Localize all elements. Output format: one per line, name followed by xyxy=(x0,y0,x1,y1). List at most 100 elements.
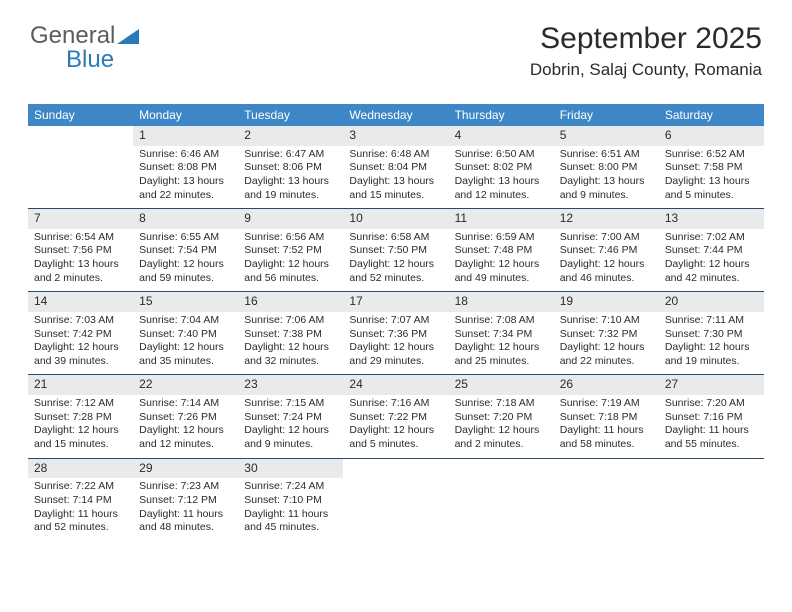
day-info-line: Sunset: 7:24 PM xyxy=(244,411,337,425)
day-info-line: Daylight: 13 hours xyxy=(455,175,548,189)
day-info-line: and 2 minutes. xyxy=(455,438,548,452)
header-right: September 2025 Dobrin, Salaj County, Rom… xyxy=(530,22,762,80)
calendar-week: 28Sunrise: 7:22 AMSunset: 7:14 PMDayligh… xyxy=(28,459,764,541)
day-info-line: and 39 minutes. xyxy=(34,355,127,369)
day-info-line: Sunrise: 7:11 AM xyxy=(665,314,758,328)
day-info-line: Sunset: 8:06 PM xyxy=(244,161,337,175)
calendar-cell: 11Sunrise: 6:59 AMSunset: 7:48 PMDayligh… xyxy=(449,209,554,291)
day-info-line: Daylight: 13 hours xyxy=(560,175,653,189)
calendar-week: 21Sunrise: 7:12 AMSunset: 7:28 PMDayligh… xyxy=(28,375,764,457)
day-info-line: Sunset: 8:02 PM xyxy=(455,161,548,175)
calendar-cell: 15Sunrise: 7:04 AMSunset: 7:40 PMDayligh… xyxy=(133,292,238,374)
day-info-line: and 25 minutes. xyxy=(455,355,548,369)
day-number: 22 xyxy=(133,375,238,395)
day-info-line: and 56 minutes. xyxy=(244,272,337,286)
day-info-line: Sunrise: 6:47 AM xyxy=(244,148,337,162)
day-number: 8 xyxy=(133,209,238,229)
day-info-line: and 9 minutes. xyxy=(560,189,653,203)
day-info-line: Sunrise: 7:02 AM xyxy=(665,231,758,245)
day-info-line: Sunset: 7:38 PM xyxy=(244,328,337,342)
calendar-cell: 21Sunrise: 7:12 AMSunset: 7:28 PMDayligh… xyxy=(28,375,133,457)
day-info-line: Sunset: 7:42 PM xyxy=(34,328,127,342)
day-number: 26 xyxy=(554,375,659,395)
calendar-cell xyxy=(659,459,764,541)
day-info-line: and 15 minutes. xyxy=(34,438,127,452)
calendar-cell xyxy=(343,459,448,541)
day-info-line: and 22 minutes. xyxy=(139,189,232,203)
day-number: 25 xyxy=(449,375,554,395)
day-info-line: Sunrise: 6:54 AM xyxy=(34,231,127,245)
day-info-line: Daylight: 11 hours xyxy=(665,424,758,438)
day-info-line: and 15 minutes. xyxy=(349,189,442,203)
calendar-cell: 23Sunrise: 7:15 AMSunset: 7:24 PMDayligh… xyxy=(238,375,343,457)
day-info-line: Daylight: 13 hours xyxy=(34,258,127,272)
day-info-line: Daylight: 11 hours xyxy=(34,508,127,522)
day-number: 24 xyxy=(343,375,448,395)
calendar: Sunday Monday Tuesday Wednesday Thursday… xyxy=(28,104,764,541)
day-info-line: Sunrise: 6:51 AM xyxy=(560,148,653,162)
day-info-line: Sunset: 7:46 PM xyxy=(560,244,653,258)
day-number: 4 xyxy=(449,126,554,146)
day-number: 10 xyxy=(343,209,448,229)
day-info-line: Sunrise: 6:58 AM xyxy=(349,231,442,245)
day-header: Thursday xyxy=(449,108,554,122)
day-info-line: Sunset: 7:44 PM xyxy=(665,244,758,258)
day-header: Friday xyxy=(554,108,659,122)
calendar-cell: 28Sunrise: 7:22 AMSunset: 7:14 PMDayligh… xyxy=(28,459,133,541)
calendar-week: 7Sunrise: 6:54 AMSunset: 7:56 PMDaylight… xyxy=(28,209,764,291)
calendar-cell: 30Sunrise: 7:24 AMSunset: 7:10 PMDayligh… xyxy=(238,459,343,541)
day-info-line: and 52 minutes. xyxy=(34,521,127,535)
day-info-line: Sunrise: 6:59 AM xyxy=(455,231,548,245)
day-header-row: Sunday Monday Tuesday Wednesday Thursday… xyxy=(28,104,764,126)
day-info-line: and 48 minutes. xyxy=(139,521,232,535)
day-info-line: Sunset: 7:16 PM xyxy=(665,411,758,425)
day-info-line: Sunrise: 6:55 AM xyxy=(139,231,232,245)
calendar-cell: 1Sunrise: 6:46 AMSunset: 8:08 PMDaylight… xyxy=(133,126,238,208)
day-info-line: and 29 minutes. xyxy=(349,355,442,369)
calendar-cell: 2Sunrise: 6:47 AMSunset: 8:06 PMDaylight… xyxy=(238,126,343,208)
day-number: 6 xyxy=(659,126,764,146)
day-info-line: Sunrise: 7:18 AM xyxy=(455,397,548,411)
day-info-line: and 9 minutes. xyxy=(244,438,337,452)
day-number: 29 xyxy=(133,459,238,479)
day-info-line: and 19 minutes. xyxy=(244,189,337,203)
day-info-line: and 22 minutes. xyxy=(560,355,653,369)
day-info-line: and 55 minutes. xyxy=(665,438,758,452)
day-info-line: Sunrise: 7:07 AM xyxy=(349,314,442,328)
logo: General Blue xyxy=(30,22,139,74)
day-info-line: Daylight: 12 hours xyxy=(34,424,127,438)
day-info-line: and 52 minutes. xyxy=(349,272,442,286)
day-info-line: Sunrise: 7:12 AM xyxy=(34,397,127,411)
day-info-line: and 45 minutes. xyxy=(244,521,337,535)
day-number: 30 xyxy=(238,459,343,479)
day-info-line: and 12 minutes. xyxy=(455,189,548,203)
day-info-line: Daylight: 12 hours xyxy=(560,341,653,355)
day-header: Sunday xyxy=(28,108,133,122)
day-info-line: Daylight: 13 hours xyxy=(665,175,758,189)
day-info-line: Sunrise: 6:46 AM xyxy=(139,148,232,162)
logo-word1: General xyxy=(30,22,115,49)
calendar-cell: 17Sunrise: 7:07 AMSunset: 7:36 PMDayligh… xyxy=(343,292,448,374)
day-info-line: Daylight: 12 hours xyxy=(349,424,442,438)
day-info-line: Daylight: 12 hours xyxy=(349,258,442,272)
day-info-line: Sunset: 7:30 PM xyxy=(665,328,758,342)
day-info-line: Daylight: 13 hours xyxy=(139,175,232,189)
day-info-line: Daylight: 12 hours xyxy=(455,341,548,355)
calendar-cell: 24Sunrise: 7:16 AMSunset: 7:22 PMDayligh… xyxy=(343,375,448,457)
day-info-line: and 2 minutes. xyxy=(34,272,127,286)
day-info-line: and 19 minutes. xyxy=(665,355,758,369)
day-info-line: Daylight: 12 hours xyxy=(139,341,232,355)
day-info-line: Sunrise: 6:48 AM xyxy=(349,148,442,162)
day-info-line: Daylight: 12 hours xyxy=(244,424,337,438)
day-info-line: Sunrise: 7:22 AM xyxy=(34,480,127,494)
day-info-line: Daylight: 12 hours xyxy=(349,341,442,355)
day-number: 11 xyxy=(449,209,554,229)
day-number: 15 xyxy=(133,292,238,312)
day-info-line: Daylight: 11 hours xyxy=(560,424,653,438)
day-info-line: and 12 minutes. xyxy=(139,438,232,452)
day-info-line: Sunset: 8:08 PM xyxy=(139,161,232,175)
day-info-line: Sunrise: 7:14 AM xyxy=(139,397,232,411)
calendar-cell: 27Sunrise: 7:20 AMSunset: 7:16 PMDayligh… xyxy=(659,375,764,457)
calendar-cell xyxy=(28,126,133,208)
calendar-cell xyxy=(554,459,659,541)
